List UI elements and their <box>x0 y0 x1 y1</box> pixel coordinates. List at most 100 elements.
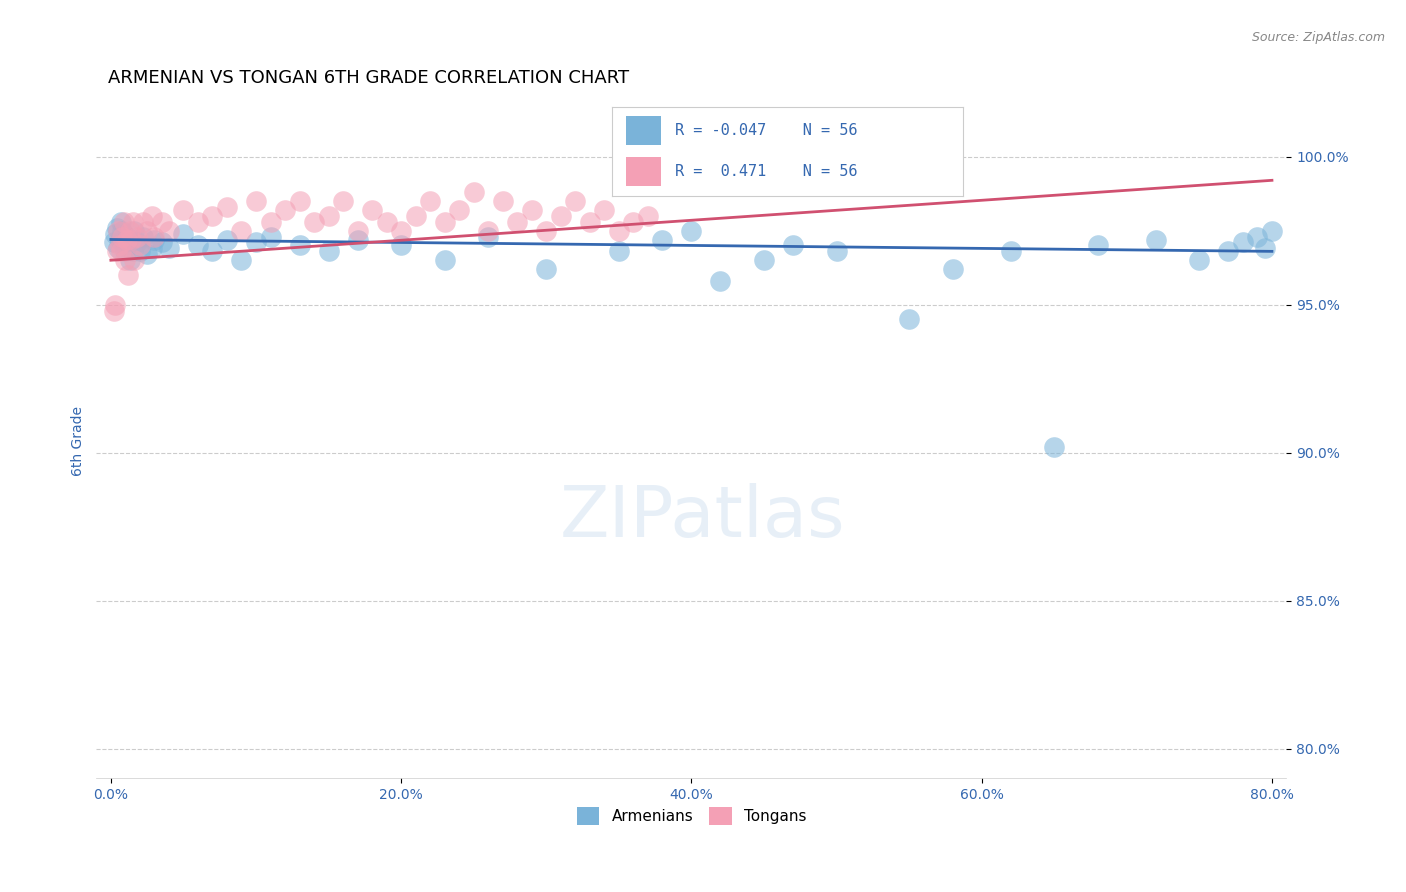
Point <box>782 238 804 252</box>
Point <box>375 215 398 229</box>
Point <box>389 238 412 252</box>
Point <box>506 215 529 229</box>
Point <box>477 229 499 244</box>
Point <box>104 298 127 312</box>
Point <box>405 209 427 223</box>
Point <box>1087 238 1109 252</box>
Point <box>172 227 194 241</box>
Legend: Armenians, Tongans: Armenians, Tongans <box>571 800 813 831</box>
Point <box>117 238 139 252</box>
Point <box>681 224 703 238</box>
Text: R = -0.047    N = 56: R = -0.047 N = 56 <box>675 123 858 137</box>
Point <box>550 209 572 223</box>
Point <box>136 247 159 261</box>
Point <box>898 312 921 326</box>
Y-axis label: 6th Grade: 6th Grade <box>72 406 86 475</box>
Point <box>709 274 731 288</box>
Point <box>520 202 543 217</box>
Point <box>259 229 281 244</box>
Point <box>433 215 456 229</box>
Point <box>346 233 368 247</box>
Text: Source: ZipAtlas.com: Source: ZipAtlas.com <box>1251 31 1385 45</box>
Point <box>111 229 134 244</box>
Point <box>389 224 412 238</box>
Point <box>122 253 145 268</box>
Point <box>245 235 267 250</box>
Point <box>128 238 150 252</box>
Point <box>1043 440 1066 454</box>
Point <box>825 244 848 259</box>
Point <box>477 224 499 238</box>
Point <box>942 262 965 277</box>
Point <box>245 194 267 208</box>
Point <box>564 194 586 208</box>
Point <box>318 209 340 223</box>
Point <box>231 253 253 268</box>
Point <box>110 215 132 229</box>
Point <box>201 244 224 259</box>
Point <box>107 224 129 238</box>
Point <box>157 224 180 238</box>
Point <box>187 238 209 252</box>
Point <box>125 235 148 250</box>
Point <box>141 209 163 223</box>
Bar <box>626 157 661 186</box>
Text: ZIPatlas: ZIPatlas <box>560 483 846 552</box>
Point <box>1188 253 1211 268</box>
Point <box>449 202 471 217</box>
Point <box>157 241 180 255</box>
Point <box>651 233 673 247</box>
Point <box>593 202 616 217</box>
Point <box>463 185 485 199</box>
Point <box>361 202 384 217</box>
Point <box>1261 224 1284 238</box>
Point <box>105 244 128 259</box>
Point <box>104 227 127 241</box>
Point <box>136 224 159 238</box>
Point <box>128 244 150 259</box>
Point <box>115 229 138 244</box>
Point <box>1254 241 1277 255</box>
Point <box>215 200 238 214</box>
Point <box>1218 244 1240 259</box>
Point <box>1144 233 1167 247</box>
Point <box>433 253 456 268</box>
Point <box>578 215 600 229</box>
Point <box>1246 229 1268 244</box>
Point <box>121 215 143 229</box>
Point <box>607 244 630 259</box>
Point <box>607 224 630 238</box>
Bar <box>626 116 661 145</box>
Point <box>492 194 515 208</box>
Point <box>637 209 659 223</box>
Point <box>288 238 311 252</box>
Point <box>1232 235 1254 250</box>
Point <box>118 253 141 268</box>
Point <box>302 215 325 229</box>
Point <box>120 233 142 247</box>
Point <box>122 224 145 238</box>
Point <box>259 215 281 229</box>
Point <box>125 229 148 244</box>
Point <box>117 268 139 282</box>
Point <box>231 224 253 238</box>
Point <box>288 194 311 208</box>
Point <box>215 233 238 247</box>
Point <box>150 235 173 250</box>
Point <box>332 194 354 208</box>
Point <box>752 253 775 268</box>
Point <box>1000 244 1022 259</box>
Point <box>120 233 142 247</box>
Point <box>114 244 136 259</box>
Point <box>143 229 166 244</box>
Text: R =  0.471    N = 56: R = 0.471 N = 56 <box>675 164 858 178</box>
Point <box>150 215 173 229</box>
Point <box>132 229 155 244</box>
Point <box>112 215 135 229</box>
Point <box>172 202 194 217</box>
Point <box>187 215 209 229</box>
Point <box>111 224 134 238</box>
Point <box>118 224 141 238</box>
Point <box>201 209 224 223</box>
Point <box>121 244 143 259</box>
